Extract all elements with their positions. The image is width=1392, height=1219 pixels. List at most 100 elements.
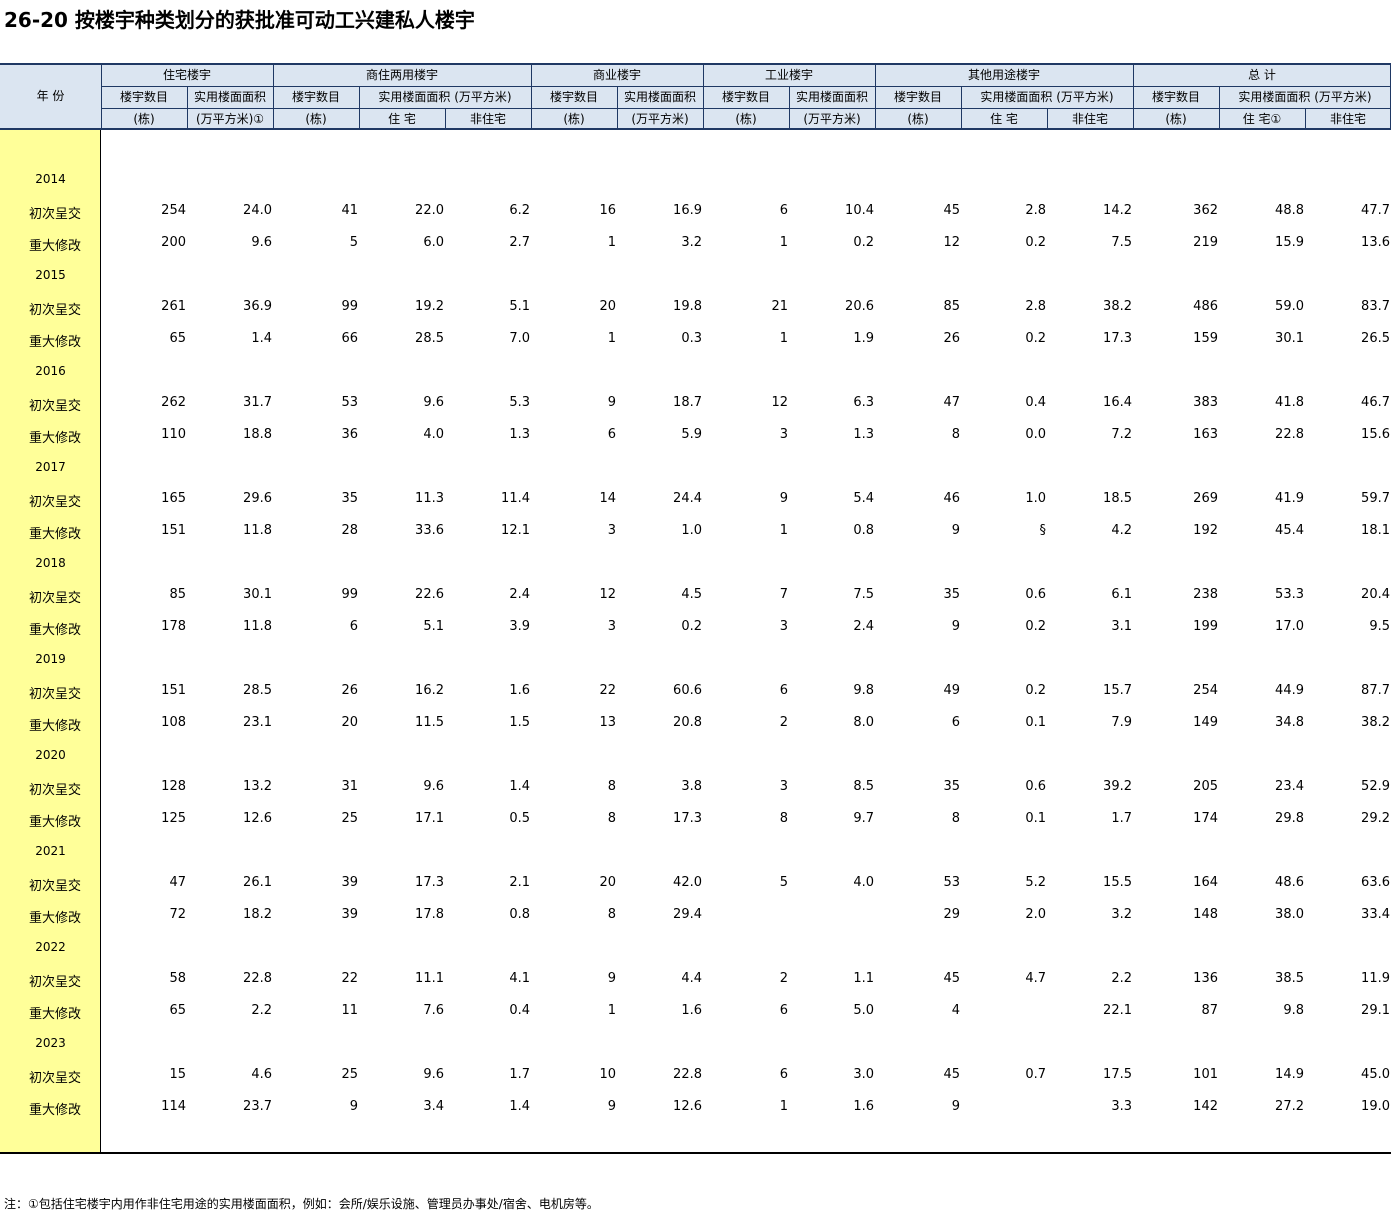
table-cell: 9.8 bbox=[853, 683, 874, 698]
year-label: 2014 bbox=[35, 172, 66, 186]
unit-label: (栋) bbox=[735, 112, 757, 126]
header-rule bbox=[703, 65, 704, 128]
unit-label: 住 宅 bbox=[388, 112, 416, 126]
table-cell: 4.0 bbox=[853, 875, 874, 890]
table-cell: 6 bbox=[779, 683, 788, 698]
table-cell: 0.2 bbox=[1025, 331, 1046, 346]
table-cell: 9.6 bbox=[423, 395, 444, 410]
table-cell: 48.6 bbox=[1275, 875, 1304, 890]
table-cell: 1.4 bbox=[509, 1099, 530, 1114]
table-cell: 48.8 bbox=[1275, 203, 1304, 218]
subheader-area: 实用楼面面积 bbox=[623, 90, 696, 104]
table-cell: 8 bbox=[607, 811, 616, 826]
table-cell: 20 bbox=[599, 875, 616, 890]
table-cell: 8 bbox=[607, 907, 616, 922]
table-cell: 6.2 bbox=[509, 203, 530, 218]
unit-label: (栋) bbox=[563, 112, 585, 126]
header-rule bbox=[875, 65, 876, 128]
table-cell: 38.2 bbox=[1103, 299, 1132, 314]
table-cell: 0.2 bbox=[1025, 619, 1046, 634]
table-cell: 0.1 bbox=[1025, 715, 1046, 730]
table-cell: 53.3 bbox=[1275, 587, 1304, 602]
table-cell: 114 bbox=[161, 1099, 186, 1114]
row-label-first-submission: 初次呈交 bbox=[28, 783, 81, 798]
table-cell: 1.4 bbox=[509, 779, 530, 794]
year-label: 2023 bbox=[35, 1036, 66, 1050]
table-cell: 49 bbox=[943, 683, 960, 698]
table-cell: 9.6 bbox=[423, 779, 444, 794]
table-cell: 3.4 bbox=[423, 1099, 444, 1114]
table-cell: 1.1 bbox=[853, 971, 874, 986]
table-cell: 66 bbox=[341, 331, 358, 346]
table-cell: 7.2 bbox=[1111, 427, 1132, 442]
table-cell: 149 bbox=[1193, 715, 1218, 730]
table-cell: 4.5 bbox=[681, 587, 702, 602]
table-cell: 0.4 bbox=[1025, 395, 1046, 410]
table-cell: 16 bbox=[599, 203, 616, 218]
table-cell: 0.2 bbox=[1025, 683, 1046, 698]
unit-label: 住 宅① bbox=[1242, 112, 1282, 126]
row-label-major-revision: 重大修改 bbox=[28, 623, 81, 638]
subheader-count: 楼宇数目 bbox=[119, 90, 168, 104]
table-cell: 5.2 bbox=[1025, 875, 1046, 890]
table-cell: 14 bbox=[599, 491, 616, 506]
table-cell: 17.3 bbox=[415, 875, 444, 890]
table-cell: 60.6 bbox=[673, 683, 702, 698]
table-cell: 151 bbox=[161, 523, 186, 538]
table-cell: 85 bbox=[943, 299, 960, 314]
header-rule bbox=[617, 87, 618, 128]
table-cell: 30.1 bbox=[243, 587, 272, 602]
table-cell: 38.2 bbox=[1361, 715, 1390, 730]
header-rule bbox=[1133, 65, 1134, 128]
table-cell: 18.2 bbox=[243, 907, 272, 922]
table-cell: 2.0 bbox=[1025, 907, 1046, 922]
table-cell: 3 bbox=[607, 619, 616, 634]
unit-label: (万平方米) bbox=[803, 112, 861, 126]
subheader-area-unit: 实用楼面面积 (万平方米) bbox=[378, 90, 512, 104]
table-cell: 7.6 bbox=[423, 1003, 444, 1018]
table-cell: 5.1 bbox=[423, 619, 444, 634]
table-cell: 2.8 bbox=[1025, 299, 1046, 314]
table-cell: 23.4 bbox=[1275, 779, 1304, 794]
table-cell: 6.3 bbox=[853, 395, 874, 410]
table-cell: 1 bbox=[779, 235, 788, 250]
table-cell: 2 bbox=[779, 971, 788, 986]
table-cell: 4.6 bbox=[251, 1067, 272, 1082]
unit-label: 住 宅 bbox=[990, 112, 1018, 126]
table-cell: 47 bbox=[169, 875, 186, 890]
table-cell: 17.5 bbox=[1103, 1067, 1132, 1082]
table-cell: 15.6 bbox=[1361, 427, 1390, 442]
year-label: 2015 bbox=[35, 268, 66, 282]
table-cell: 87 bbox=[1201, 1003, 1218, 1018]
row-label-first-submission: 初次呈交 bbox=[28, 495, 81, 510]
table-cell: 9 bbox=[951, 619, 960, 634]
table-cell: 35 bbox=[943, 587, 960, 602]
table-cell: 11.3 bbox=[415, 491, 444, 506]
table-cell: 47.7 bbox=[1361, 203, 1390, 218]
header-rule bbox=[359, 87, 360, 128]
table-cell: 2.7 bbox=[509, 235, 530, 250]
table-cell: 4 bbox=[951, 1003, 960, 1018]
table-cell: 6 bbox=[779, 203, 788, 218]
table-cell: 21 bbox=[771, 299, 788, 314]
table-cell: 108 bbox=[161, 715, 186, 730]
table-cell: 63.6 bbox=[1361, 875, 1390, 890]
table-cell: 383 bbox=[1193, 395, 1218, 410]
table-cell: 18.1 bbox=[1361, 523, 1390, 538]
year-label: 2022 bbox=[35, 940, 66, 954]
table-cell: 29.6 bbox=[243, 491, 272, 506]
table-cell: 45.4 bbox=[1275, 523, 1304, 538]
table-cell: 14.2 bbox=[1103, 203, 1132, 218]
table-cell: 53 bbox=[341, 395, 358, 410]
table-cell: 19.0 bbox=[1361, 1099, 1390, 1114]
table-cell: 8.0 bbox=[853, 715, 874, 730]
table-cell: 17.3 bbox=[673, 811, 702, 826]
table-cell: 7.5 bbox=[853, 587, 874, 602]
subheader-area: 实用楼面面积 bbox=[193, 90, 266, 104]
table-cell: 25 bbox=[341, 1067, 358, 1082]
table-cell: 6 bbox=[779, 1003, 788, 1018]
table-cell: 5.1 bbox=[509, 299, 530, 314]
unit-label: (栋) bbox=[907, 112, 929, 126]
group-header-industrial: 工业楼宇 bbox=[764, 68, 813, 82]
table-cell: 10 bbox=[599, 1067, 616, 1082]
